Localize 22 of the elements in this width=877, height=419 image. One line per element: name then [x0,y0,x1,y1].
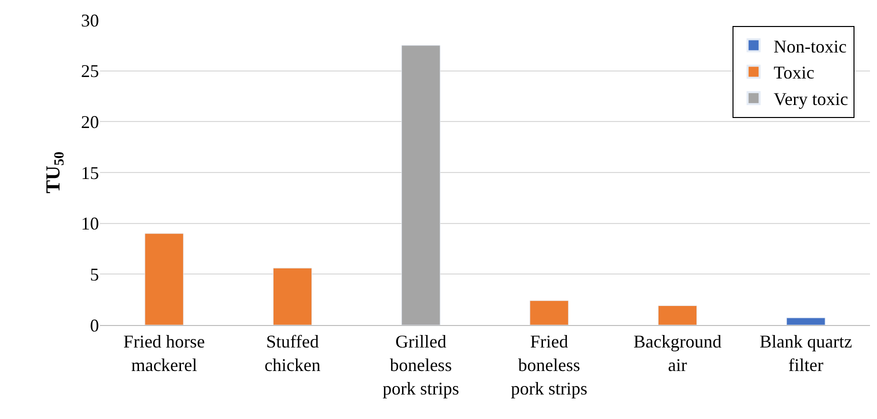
x-tick-label: Fried boneless pork strips [510,332,588,398]
x-tick-label: Blank quartz filter [760,332,852,375]
y-tick-label: 15 [81,162,99,183]
y-tick-label: 20 [81,112,99,132]
bar [144,233,184,325]
x-tick-label: Background air [634,332,722,375]
y-tick-label: 10 [81,214,99,234]
y-tick-label: 25 [81,61,99,82]
x-tick-label: Grilled boneless pork strips [382,332,460,398]
x-tick-label: Fried horse mackerel [123,332,205,375]
y-tick-label: 5 [90,264,99,284]
legend-label: Very toxic [774,89,848,110]
y-tick-label: 30 [81,10,99,30]
bar [786,318,826,325]
y-tick-label: 0 [90,315,99,336]
x-tick-label: Stuffed chicken [264,332,320,375]
legend-label: Toxic [774,62,814,83]
bar [658,305,697,325]
bar [530,300,569,325]
legend-label: Non-toxic [774,36,847,56]
bar [273,268,312,325]
bar [401,45,440,325]
